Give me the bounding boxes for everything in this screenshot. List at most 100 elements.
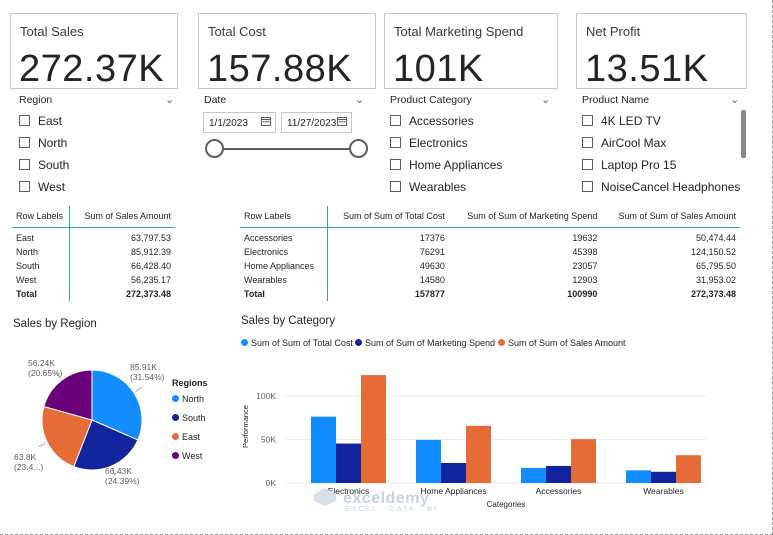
- table-row[interactable]: Electronics 76291 45398 124,150.52: [240, 245, 740, 259]
- bar-accessories-series-1[interactable]: [546, 465, 571, 483]
- checkbox[interactable]: [390, 137, 401, 148]
- chevron-down-icon[interactable]: ⌄: [541, 94, 551, 106]
- pie-slice-east[interactable]: [41, 405, 93, 468]
- option-label: Electronics: [409, 136, 468, 150]
- bar-home-appliances-series-2[interactable]: [466, 425, 491, 483]
- slicer-option-aircool-max[interactable]: AirCool Max: [582, 136, 666, 150]
- slicer-scrollbar[interactable]: [741, 110, 746, 158]
- checkbox[interactable]: [19, 115, 30, 126]
- y-tick-label: 0K: [266, 478, 277, 488]
- slicer-option-accessories[interactable]: Accessories: [390, 114, 474, 128]
- slicer-option-north[interactable]: North: [19, 136, 67, 150]
- checkbox[interactable]: [582, 159, 593, 170]
- bar-legend-marketing-spend[interactable]: Sum of Sum of Marketing Spend: [355, 338, 495, 348]
- pie-slice-north[interactable]: [91, 369, 143, 441]
- legend-dot: [172, 395, 179, 402]
- pie-chart[interactable]: [0, 340, 230, 490]
- table-row[interactable]: North 85,912.39: [12, 245, 175, 259]
- pie-label-south: 66.43K (24.39%): [105, 466, 140, 486]
- bar-electronics-series-2[interactable]: [361, 375, 386, 483]
- checkbox[interactable]: [390, 181, 401, 192]
- region-slicer: Region ⌄ East North South West: [19, 94, 177, 194]
- slicer-option-home-appliances[interactable]: Home Appliances: [390, 158, 502, 172]
- calendar-icon[interactable]: [261, 116, 271, 126]
- checkbox[interactable]: [19, 181, 30, 192]
- pie-slice-west[interactable]: [43, 369, 93, 421]
- kpi-card-total-sales[interactable]: Total Sales 272.37K: [10, 13, 178, 90]
- slicer-option-south[interactable]: South: [19, 158, 69, 172]
- checkbox[interactable]: [390, 159, 401, 170]
- pie-slice-south[interactable]: [73, 419, 139, 471]
- kpi-card-net-profit[interactable]: Net Profit 13.51K: [576, 13, 747, 90]
- bar-legend-total-cost[interactable]: Sum of Sum of Total Cost: [241, 338, 353, 348]
- chevron-down-icon[interactable]: ⌄: [355, 94, 365, 106]
- slicer-option-wearables[interactable]: Wearables: [390, 180, 466, 194]
- column-header[interactable]: Sum of Sum of Sales Amount: [601, 206, 740, 228]
- slicer-option-noisecancel-headphones[interactable]: NoiseCancel Headphones: [582, 180, 740, 194]
- kpi-card-total-marketing-spend[interactable]: Total Marketing Spend 101K: [384, 13, 558, 90]
- date-start-input[interactable]: 1/1/2023: [203, 112, 276, 133]
- checkbox[interactable]: [582, 137, 593, 148]
- slicer-option-west[interactable]: West: [19, 180, 65, 194]
- kpi-card-total-cost[interactable]: Total Cost 157.88K: [198, 13, 376, 90]
- pie-legend-east[interactable]: East: [172, 432, 200, 442]
- pie-label-east: 63.8K (23.4...): [14, 452, 44, 472]
- chevron-down-icon[interactable]: ⌄: [730, 94, 740, 106]
- checkbox[interactable]: [582, 181, 593, 192]
- option-label: South: [38, 158, 70, 172]
- pie-chart-title: Sales by Region: [13, 318, 97, 330]
- watermark-brand: exceldemy: [343, 490, 430, 507]
- checkbox[interactable]: [19, 137, 30, 148]
- pie-legend-west[interactable]: West: [172, 451, 202, 461]
- checkbox[interactable]: [582, 115, 593, 126]
- checkbox[interactable]: [390, 115, 401, 126]
- calendar-icon[interactable]: [337, 116, 347, 126]
- bar-accessories-series-2[interactable]: [571, 439, 596, 483]
- slicer-option-4k-led-tv[interactable]: 4K LED TV: [582, 114, 661, 128]
- column-header[interactable]: Sum of Sum of Total Cost: [327, 206, 449, 228]
- bar-legend-sales-amount[interactable]: Sum of Sum of Sales Amount: [498, 338, 626, 348]
- kpi-title: Net Profit: [586, 24, 641, 39]
- option-label: Home Appliances: [409, 158, 503, 172]
- bar-chart[interactable]: 0K 50K 100K Performance Electronics Home Appl…: [236, 355, 716, 515]
- table-row[interactable]: Home Appliances 49630 23057 65,795.50: [240, 259, 740, 273]
- checkbox[interactable]: [19, 159, 30, 170]
- table-row[interactable]: Accessories 17376 19632 50,474.44: [240, 227, 740, 245]
- pie-leader-line: [38, 442, 46, 448]
- bar-home-appliances-series-1[interactable]: [441, 462, 466, 483]
- slicer-option-east[interactable]: East: [19, 114, 62, 128]
- table-row[interactable]: Wearables 14580 12903 31,953.02: [240, 273, 740, 287]
- bar-electronics-series-1[interactable]: [336, 443, 361, 483]
- column-header[interactable]: Sum of Sum of Marketing Spend: [448, 206, 602, 228]
- date-range-start-handle[interactable]: [205, 139, 224, 158]
- column-header[interactable]: Row Labels: [240, 206, 328, 228]
- chevron-down-icon[interactable]: ⌄: [165, 94, 175, 106]
- bar-wearables-series-1[interactable]: [651, 471, 676, 483]
- cell-value: 12903: [572, 275, 598, 285]
- watermark-tagline: EXCEL · DATA · BI: [345, 506, 438, 513]
- exceldemy-watermark: exceldemy EXCEL · DATA · BI: [313, 487, 438, 513]
- cell-value: 65,795.50: [695, 261, 736, 271]
- bar-home-appliances-series-0[interactable]: [416, 439, 441, 483]
- bar-wearables-series-0[interactable]: [626, 470, 651, 483]
- kpi-title: Total Cost: [208, 24, 266, 39]
- table-row[interactable]: West 56,235.17: [12, 273, 175, 287]
- bar-accessories-series-0[interactable]: [521, 467, 546, 483]
- table-row[interactable]: South 66,428.40: [12, 259, 175, 273]
- column-header[interactable]: Sum of Sales Amount: [69, 206, 175, 228]
- product-name-slicer: Product Name ⌄ 4K LED TV AirCool Max Lap…: [582, 94, 744, 194]
- row-label: South: [12, 259, 70, 273]
- y-tick-label: 100K: [256, 391, 276, 401]
- column-header[interactable]: Row Labels: [12, 206, 70, 228]
- bar-wearables-series-2[interactable]: [676, 455, 701, 483]
- pie-legend-north[interactable]: North: [172, 394, 204, 404]
- bar-electronics-series-0[interactable]: [311, 416, 336, 483]
- slicer-option-laptop-pro-15[interactable]: Laptop Pro 15: [582, 158, 676, 172]
- row-label: East: [12, 227, 70, 245]
- table-row[interactable]: East 63,797.53: [12, 227, 175, 245]
- slicer-option-electronics[interactable]: Electronics: [390, 136, 468, 150]
- date-range-end-handle[interactable]: [349, 139, 368, 158]
- date-start-value: 1/1/2023: [209, 118, 248, 129]
- pie-legend-south[interactable]: South: [172, 413, 206, 423]
- date-end-input[interactable]: 11/27/2023: [281, 112, 352, 133]
